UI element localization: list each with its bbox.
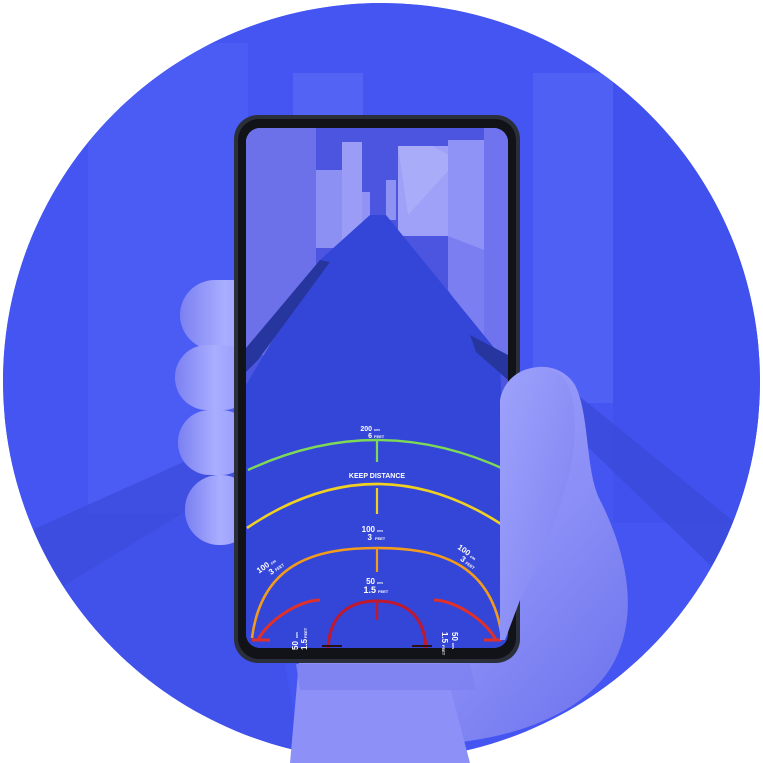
- ring-100-right-feet-unit: FEET: [464, 560, 476, 570]
- ring-100-left-unit: cm: [269, 558, 277, 566]
- ring-50-right-unit: cm: [451, 643, 456, 649]
- ring-100-unit: cm: [377, 528, 383, 533]
- ring-100-feet-value: 3: [368, 533, 373, 542]
- ring-50-right-feet-value: 1.5: [440, 632, 449, 644]
- ring-50-left-feet-value: 1.5: [300, 638, 309, 650]
- ring-200-feet-value: 6: [368, 433, 372, 440]
- ring-100-feet-unit: FEET: [375, 536, 386, 541]
- ring-100-left-feet-value: 3: [267, 567, 276, 577]
- ring-200-feet-unit: FEET: [374, 434, 385, 439]
- keep-distance-label: KEEP DISTANCE: [349, 473, 405, 480]
- ring-50-feet-value: 1.5: [363, 585, 376, 595]
- phone-screen: [246, 128, 508, 648]
- ring-200-unit: cm: [374, 427, 380, 432]
- hud-labels: 200 cm 6 FEET KEEP DISTANCE 100 cm 3 FEE…: [255, 426, 477, 656]
- ring-100-left-feet-unit: FEET: [274, 562, 286, 572]
- ring-100-right-feet-value: 3: [459, 554, 468, 564]
- ring-100-right-unit: cm: [469, 554, 477, 562]
- ring-50-value: 50: [366, 577, 375, 586]
- ring-50-right-value: 50: [450, 632, 459, 641]
- ring-50-unit: cm: [377, 580, 383, 585]
- ring-50-left-feet-unit: FEET: [303, 627, 308, 638]
- ring-50-feet-unit: FEET: [378, 589, 389, 594]
- ring-50-right-feet-unit: FEET: [441, 645, 446, 656]
- ring-200-value: 200: [360, 426, 372, 433]
- ring-50-left-value: 50: [291, 641, 300, 650]
- ring-100-value: 100: [362, 525, 376, 534]
- ring-50-left-unit: cm: [294, 632, 299, 638]
